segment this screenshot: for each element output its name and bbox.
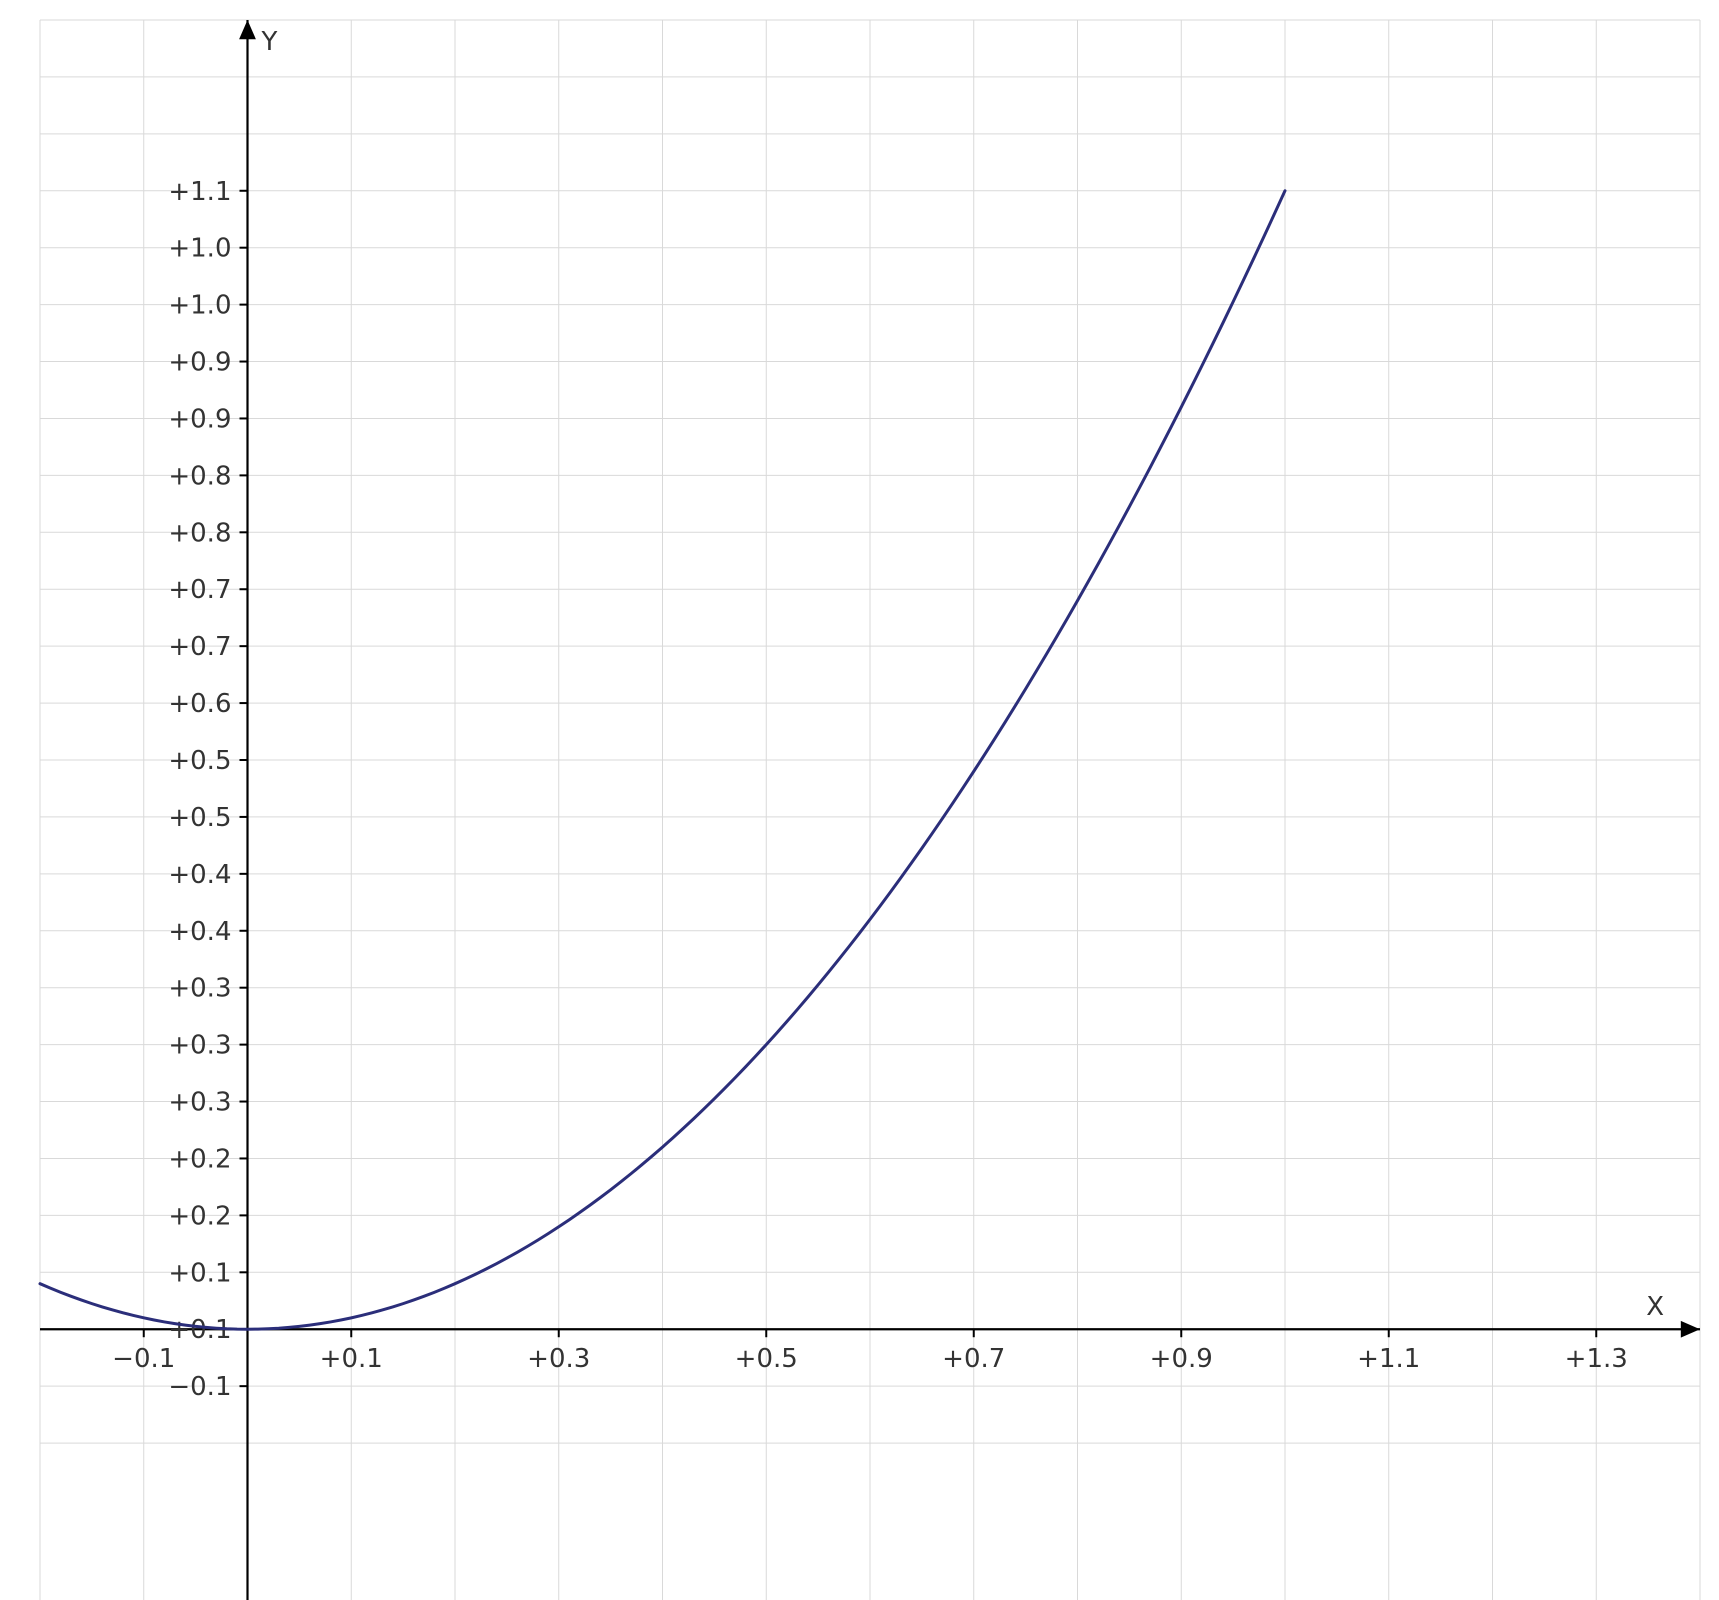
y-tick-label: +0.3 [168,1088,231,1118]
x-tick-label: +0.9 [1150,1344,1213,1374]
y-tick-label: +0.7 [168,575,231,605]
y-tick-label: +0.1 [168,1315,231,1345]
x-tick-label: +0.1 [320,1344,383,1374]
x-axis-label: X [1646,1292,1664,1322]
y-tick-label: +0.7 [168,632,231,662]
y-axis-label: Y [261,27,278,57]
y-tick-label: +0.4 [168,860,231,890]
y-tick-label: +0.2 [168,1144,231,1174]
x-tick-label: +0.5 [735,1344,798,1374]
y-tick-label: +0.9 [168,404,231,434]
y-tick-label: +0.2 [168,1201,231,1231]
y-tick-label: +0.5 [168,746,231,776]
y-tick-label: +0.4 [168,917,231,947]
x-tick-label: −0.1 [112,1344,175,1374]
x-tick-label: +0.7 [942,1344,1005,1374]
y-tick-label: +0.9 [168,348,231,378]
chart-svg: XY−0.1+0.1+0.3+0.5+0.7+0.9+1.1+1.3−0.1+0… [0,0,1719,1600]
y-tick-label: +1.1 [168,177,231,207]
y-tick-label: +0.1 [168,1258,231,1288]
y-tick-label: +0.3 [168,1031,231,1061]
y-tick-label: +0.6 [168,689,231,719]
y-tick-label: +0.3 [168,974,231,1004]
line-chart: XY−0.1+0.1+0.3+0.5+0.7+0.9+1.1+1.3−0.1+0… [0,0,1719,1600]
x-tick-label: +0.3 [527,1344,590,1374]
y-tick-label: +0.8 [168,461,231,491]
x-tick-label: +1.3 [1565,1344,1628,1374]
y-tick-label: +0.8 [168,518,231,548]
x-tick-label: +1.1 [1357,1344,1420,1374]
y-tick-label: +1.0 [168,291,231,321]
y-tick-label: +1.0 [168,234,231,264]
y-tick-label: +0.5 [168,803,231,833]
y-tick-label: −0.1 [168,1372,231,1402]
